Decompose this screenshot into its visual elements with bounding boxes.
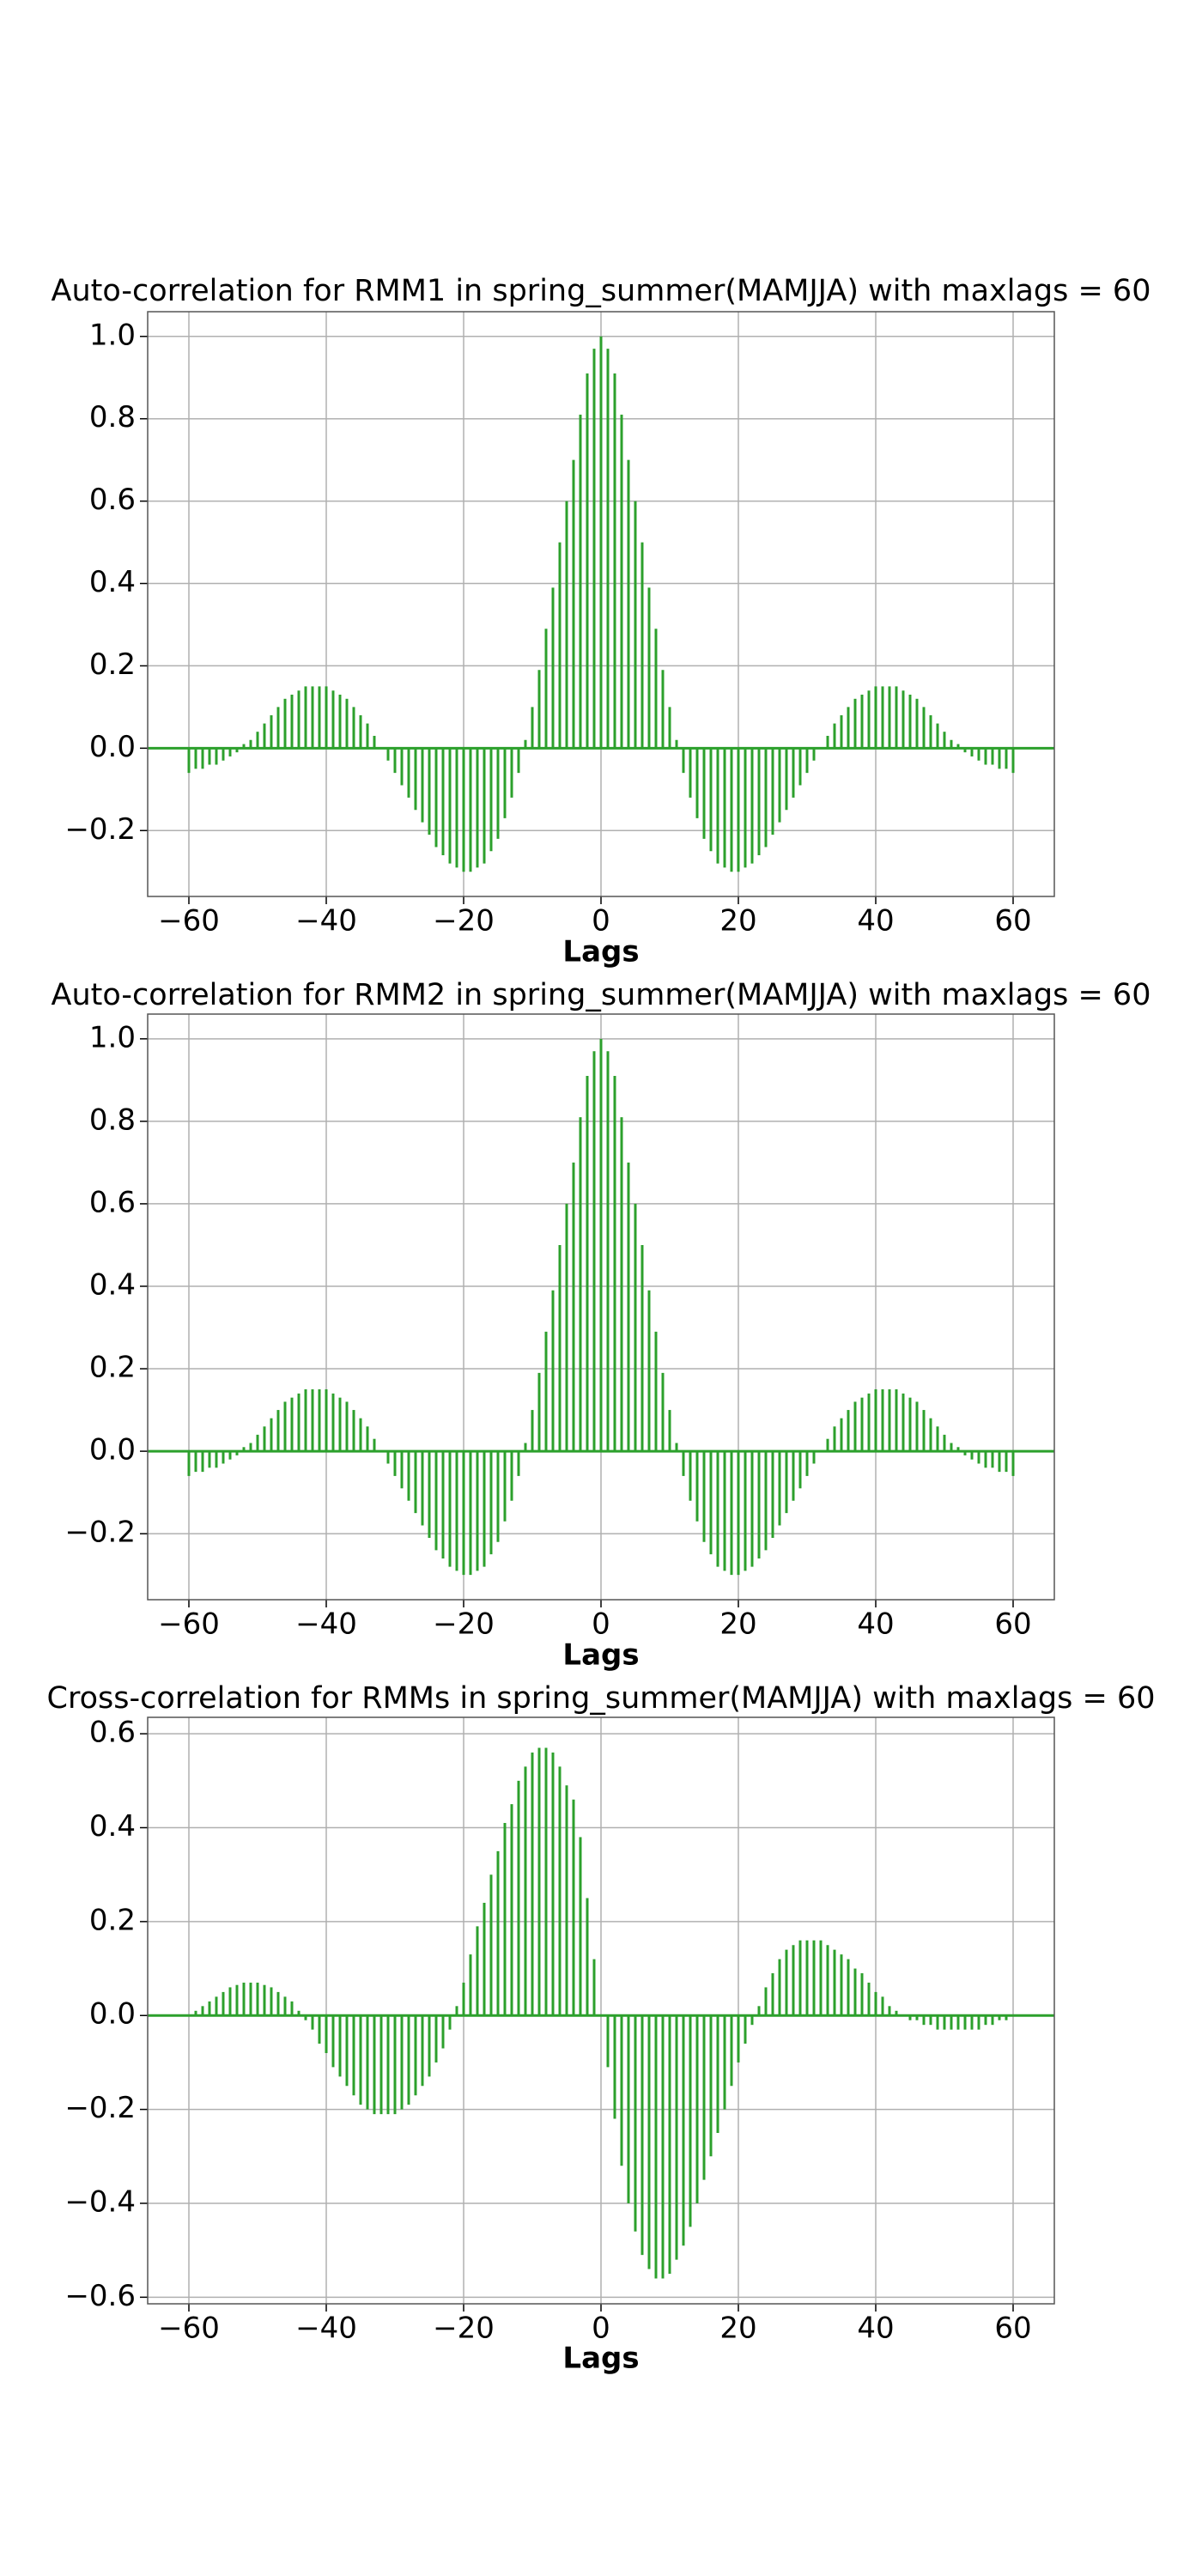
y-tick-label: 1.0 xyxy=(89,318,136,352)
plot-frame xyxy=(147,311,1055,897)
x-tick-label: −20 xyxy=(433,1607,495,1642)
y-tick-label: 0.2 xyxy=(89,647,136,682)
x-tick-label: 40 xyxy=(857,2312,894,2346)
plot-frame xyxy=(147,1013,1055,1601)
x-tick-label: −60 xyxy=(158,904,220,939)
y-tick-label: 0.6 xyxy=(89,483,136,517)
chart: Auto-correlation for RMM1 in spring_summ… xyxy=(52,274,1151,969)
x-tick-label: 20 xyxy=(719,904,756,939)
y-tick-label: 0.2 xyxy=(89,1903,136,1937)
chart-title: Auto-correlation for RMM2 in spring_summ… xyxy=(52,978,1151,1012)
plot-frame xyxy=(147,1716,1055,2305)
y-tick-label: −0.4 xyxy=(64,2184,136,2219)
x-tick-label: −20 xyxy=(433,904,495,939)
y-tick-label: 0.4 xyxy=(89,1809,136,1844)
x-tick-label: 40 xyxy=(857,904,894,939)
y-tick-label: 0.0 xyxy=(89,730,136,764)
x-axis-label: Lags xyxy=(562,1638,639,1673)
y-tick-label: −0.6 xyxy=(64,2279,136,2313)
x-tick-label: 60 xyxy=(994,2312,1031,2346)
x-tick-label: −60 xyxy=(158,2312,220,2346)
x-tick-label: 20 xyxy=(719,1607,756,1642)
x-tick-label: 0 xyxy=(592,904,610,939)
x-tick-label: 20 xyxy=(719,2312,756,2346)
y-tick-label: 0.6 xyxy=(89,1185,136,1219)
y-tick-label: −0.2 xyxy=(64,2091,136,2125)
x-tick-label: −60 xyxy=(158,1607,220,1642)
x-tick-label: 0 xyxy=(592,2312,610,2346)
x-axis-label: Lags xyxy=(562,935,639,969)
y-tick-label: 0.0 xyxy=(89,1433,136,1467)
y-tick-label: 0.8 xyxy=(89,1103,136,1137)
y-tick-label: −0.2 xyxy=(64,812,136,847)
x-tick-label: 60 xyxy=(994,904,1031,939)
chart: Auto-correlation for RMM2 in spring_summ… xyxy=(52,978,1151,1673)
y-tick-label: 0.8 xyxy=(89,400,136,434)
chart-title: Auto-correlation for RMM1 in spring_summ… xyxy=(52,274,1151,308)
x-tick-label: 60 xyxy=(994,1607,1031,1642)
x-tick-label: −40 xyxy=(295,1607,357,1642)
chart: Cross-correlation for RMMs in spring_sum… xyxy=(47,1681,1156,2376)
y-tick-label: 0.0 xyxy=(89,1997,136,2032)
y-tick-label: −0.2 xyxy=(64,1516,136,1550)
x-tick-label: −40 xyxy=(295,904,357,939)
chart-title: Cross-correlation for RMMs in spring_sum… xyxy=(47,1681,1156,1716)
y-tick-label: 1.0 xyxy=(89,1020,136,1054)
x-axis-label: Lags xyxy=(562,2342,639,2376)
x-tick-label: −40 xyxy=(295,2312,357,2346)
y-tick-label: 0.4 xyxy=(89,565,136,599)
y-tick-label: 0.2 xyxy=(89,1351,136,1385)
y-tick-label: 0.4 xyxy=(89,1267,136,1302)
y-tick-label: 0.6 xyxy=(89,1716,136,1750)
x-tick-label: 40 xyxy=(857,1607,894,1642)
x-tick-label: −20 xyxy=(433,2312,495,2346)
x-tick-label: 0 xyxy=(592,1607,610,1642)
